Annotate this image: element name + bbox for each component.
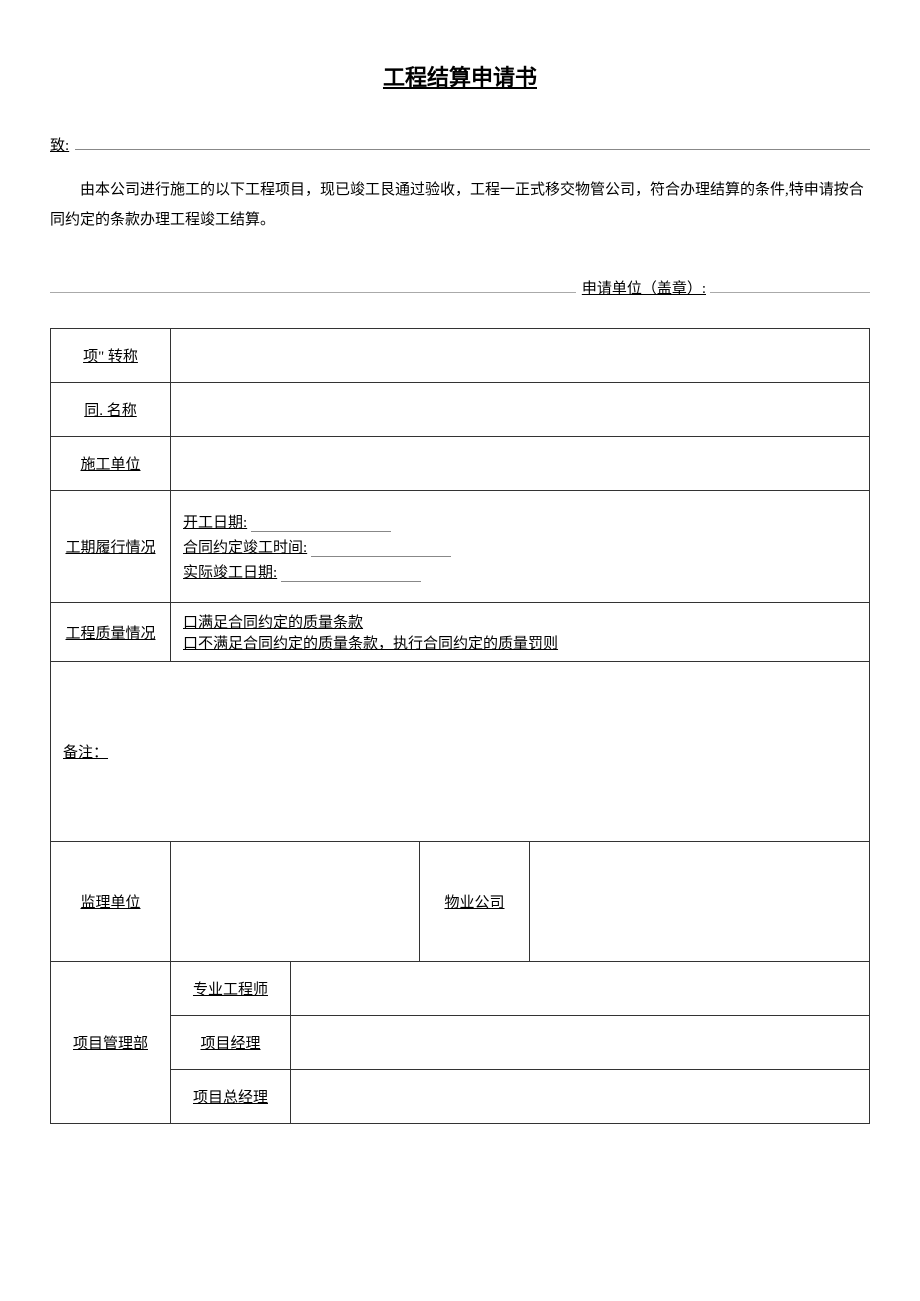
document-title: 工程结算申请书 <box>50 60 870 92</box>
contract-completion-fill[interactable] <box>311 541 451 557</box>
value-property[interactable] <box>530 842 870 962</box>
value-contract-name[interactable] <box>171 383 870 437</box>
label-pm-general-manager: 项目总经理 <box>171 1070 291 1124</box>
label-remarks: 备注： <box>63 745 108 761</box>
applicant-line: 申请单位（盖章）: <box>50 275 870 298</box>
row-schedule: 工期履行情况 开工日期: 合同约定竣工时间: 实际竣工日期: <box>51 491 870 603</box>
quality-option-1: 口满足合同约定的质量条款 <box>183 611 857 632</box>
value-contractor[interactable] <box>171 437 870 491</box>
start-date-fill[interactable] <box>251 516 391 532</box>
quality-option-2: 口不满足合同约定的质量条款，执行合同约定的质量罚则 <box>183 632 857 653</box>
row-remarks: 备注： <box>51 662 870 842</box>
label-pm-engineer: 专业工程师 <box>171 962 291 1016</box>
value-supervision[interactable] <box>171 842 420 962</box>
label-project-name: 项" 转称 <box>51 329 171 383</box>
value-pm-manager[interactable] <box>291 1016 870 1070</box>
row-contract-name: 同. 名称 <box>51 383 870 437</box>
row-pm-manager: 项目经理 <box>51 1016 870 1070</box>
label-schedule: 工期履行情况 <box>51 491 171 603</box>
applicant-pre-line <box>50 275 576 293</box>
quality-option-2-text: 不满足合同约定的质量条款，执行合同约定的质量罚则 <box>198 636 558 652</box>
start-date-row: 开工日期: <box>183 511 857 532</box>
applicant-fill-line[interactable] <box>710 275 870 293</box>
row-pm-general-manager: 项目总经理 <box>51 1070 870 1124</box>
label-property: 物业公司 <box>420 842 530 962</box>
label-contract-name: 同. 名称 <box>51 383 171 437</box>
actual-completion-fill[interactable] <box>281 566 421 582</box>
applicant-label: 申请单位（盖章）: <box>582 277 706 298</box>
label-contractor: 施工单位 <box>51 437 171 491</box>
contract-completion-label: 合同约定竣工时间: <box>183 540 307 556</box>
row-pm-engineer: 项目管理部 专业工程师 <box>51 962 870 1016</box>
value-schedule: 开工日期: 合同约定竣工时间: 实际竣工日期: <box>171 491 870 603</box>
checkbox-quality-2[interactable]: 口 <box>183 636 198 652</box>
row-supervision-property: 监理单位 物业公司 <box>51 842 870 962</box>
body-paragraph: 由本公司进行施工的以下工程项目，现已竣工艮通过验收，工程一正式移交物管公司，符合… <box>50 175 870 235</box>
actual-completion-label: 实际竣工日期: <box>183 565 277 581</box>
value-remarks[interactable]: 备注： <box>51 662 870 842</box>
value-pm-general-manager[interactable] <box>291 1070 870 1124</box>
label-pm-dept: 项目管理部 <box>51 962 171 1124</box>
start-date-label: 开工日期: <box>183 515 247 531</box>
row-contractor: 施工单位 <box>51 437 870 491</box>
actual-completion-row: 实际竣工日期: <box>183 561 857 582</box>
label-supervision: 监理单位 <box>51 842 171 962</box>
value-pm-engineer[interactable] <box>291 962 870 1016</box>
quality-option-1-text: 满足合同约定的质量条款 <box>198 615 363 631</box>
label-pm-manager: 项目经理 <box>171 1016 291 1070</box>
value-project-name[interactable] <box>171 329 870 383</box>
value-quality: 口满足合同约定的质量条款 口不满足合同约定的质量条款，执行合同约定的质量罚则 <box>171 603 870 662</box>
label-quality: 工程质量情况 <box>51 603 171 662</box>
to-fill-line[interactable] <box>75 132 870 150</box>
row-project-name: 项" 转称 <box>51 329 870 383</box>
checkbox-quality-1[interactable]: 口 <box>183 615 198 631</box>
contract-completion-row: 合同约定竣工时间: <box>183 536 857 557</box>
to-label: 致: <box>50 134 69 155</box>
row-quality: 工程质量情况 口满足合同约定的质量条款 口不满足合同约定的质量条款，执行合同约定… <box>51 603 870 662</box>
to-line: 致: <box>50 132 870 155</box>
form-table: 项" 转称 同. 名称 施工单位 工期履行情况 开工日期: 合同约定竣工时间: … <box>50 328 870 1124</box>
